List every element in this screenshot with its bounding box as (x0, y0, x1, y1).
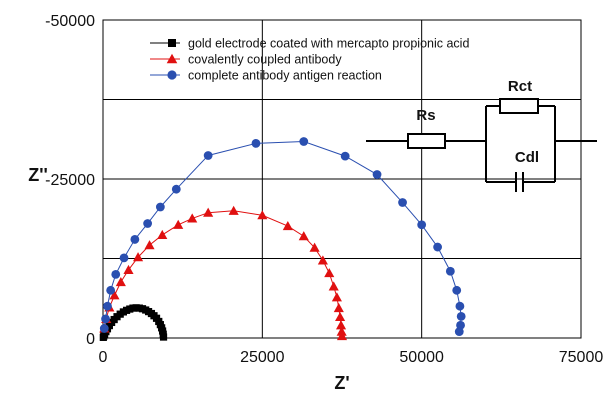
legend: gold electrode coated with mercapto prop… (150, 37, 469, 83)
data-point (99, 324, 109, 333)
data-point (417, 220, 427, 230)
data-point (144, 240, 155, 250)
data-point (119, 253, 129, 263)
legend-marker (168, 39, 176, 47)
data-point (398, 198, 407, 207)
y-tick-label: 0 (86, 331, 95, 348)
legend-marker (167, 70, 177, 80)
data-point (452, 285, 462, 295)
y-axis-title: Z'' (28, 165, 48, 185)
data-point (324, 268, 335, 278)
data-point (317, 255, 328, 265)
data-point (173, 219, 184, 229)
data-point (251, 138, 261, 148)
legend-label: gold electrode coated with mercapto prop… (188, 37, 469, 51)
data-point (203, 207, 214, 217)
legend-label: complete antibody antigen reaction (188, 69, 382, 83)
data-point (454, 327, 464, 337)
equivalent-circuit (366, 98, 597, 192)
rct-label: Rct (508, 78, 532, 95)
data-point (171, 184, 181, 194)
data-point (336, 331, 348, 341)
data-point (115, 276, 126, 287)
data-point (109, 290, 120, 300)
cdl-label: Cdl (515, 149, 539, 166)
x-tick-label: 25000 (240, 349, 285, 366)
data-point (445, 266, 455, 276)
data-point (335, 311, 346, 322)
data-point (187, 213, 198, 223)
resistor-rs (407, 133, 446, 149)
x-tick-label: 75000 (559, 349, 604, 366)
data-point (101, 314, 110, 324)
x-tick-label: 0 (99, 349, 108, 366)
y-tick-labels: -50000 -25000 0 (45, 13, 95, 348)
data-point (282, 221, 293, 231)
data-point (335, 320, 347, 330)
data-point (257, 210, 268, 220)
x-tick-labels: 0 25000 50000 75000 (99, 349, 604, 366)
data-point (456, 311, 466, 321)
data-point (106, 285, 116, 295)
data-point (331, 292, 342, 302)
series-circle (99, 137, 466, 337)
legend-marker (166, 53, 178, 64)
data-point (123, 264, 134, 274)
data-point (340, 151, 350, 161)
data-point (159, 333, 168, 341)
y-tick-label: -50000 (45, 13, 95, 30)
data-point (433, 242, 442, 252)
data-point (328, 281, 339, 291)
series-layer (99, 137, 466, 341)
data-point (143, 219, 153, 228)
resistor-rct (499, 98, 539, 114)
data-point (228, 205, 239, 215)
data-point (336, 326, 347, 336)
data-point (455, 301, 465, 311)
data-point (309, 242, 320, 252)
x-axis-title: Z' (334, 373, 349, 393)
data-point (111, 270, 121, 279)
rs-label: Rs (416, 107, 435, 124)
data-point (157, 229, 168, 240)
data-point (333, 303, 344, 313)
data-point (155, 202, 165, 212)
data-point (299, 137, 309, 146)
data-point (298, 231, 309, 241)
legend-label: covalently coupled antibody (188, 53, 342, 67)
data-point (372, 170, 382, 179)
data-point (103, 301, 112, 311)
data-point (132, 252, 144, 262)
data-point (203, 151, 213, 160)
series-triangle (99, 205, 348, 341)
data-point (130, 235, 140, 244)
x-tick-label: 50000 (399, 349, 444, 366)
y-tick-label: -25000 (45, 172, 95, 189)
